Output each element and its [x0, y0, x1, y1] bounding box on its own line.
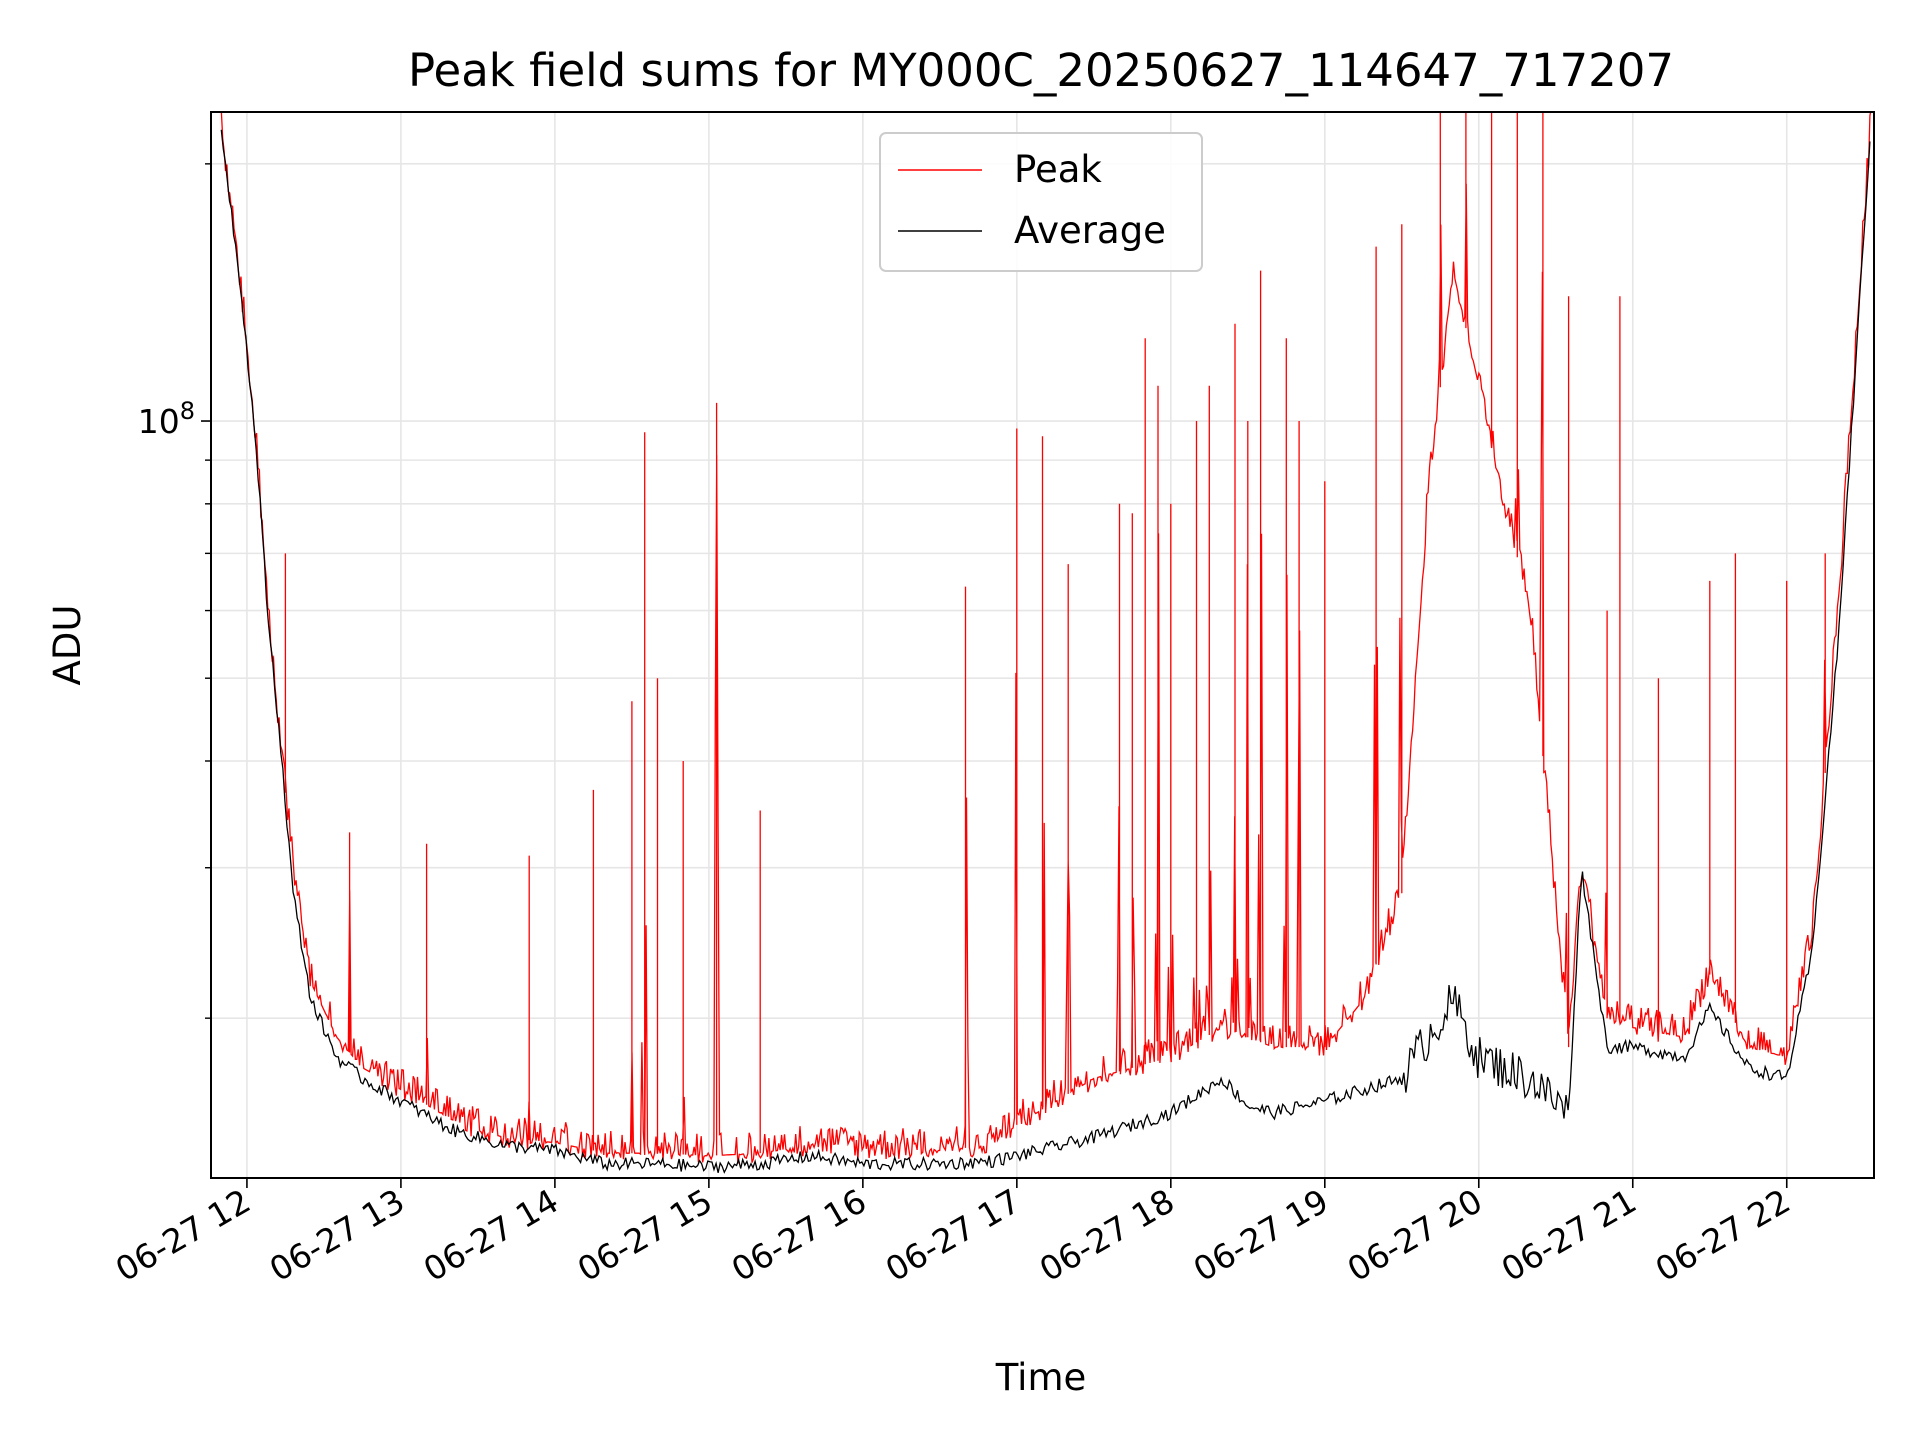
legend: Peak Average — [879, 132, 1203, 272]
y-axis-label: ADU — [46, 605, 89, 686]
y-tick-label: 108 — [138, 397, 195, 441]
x-axis-label: Time — [995, 1356, 1087, 1399]
average-series — [220, 129, 1871, 1174]
y-axis-ticks: 108 — [138, 163, 211, 1019]
average-line — [220, 129, 1871, 1174]
y-tick-label-exponent: 8 — [180, 397, 195, 425]
peak-series — [220, 112, 1872, 1164]
legend-peak-label: Peak — [1014, 148, 1102, 191]
plot-frame — [210, 111, 1875, 1179]
legend-box — [879, 132, 1203, 272]
y-tick-label-base: 10 — [138, 402, 180, 441]
chart-title: Peak field sums for MY000C_20250627_1146… — [408, 44, 1674, 97]
legend-average-label: Average — [1014, 209, 1166, 252]
peak-line — [220, 112, 1872, 1164]
